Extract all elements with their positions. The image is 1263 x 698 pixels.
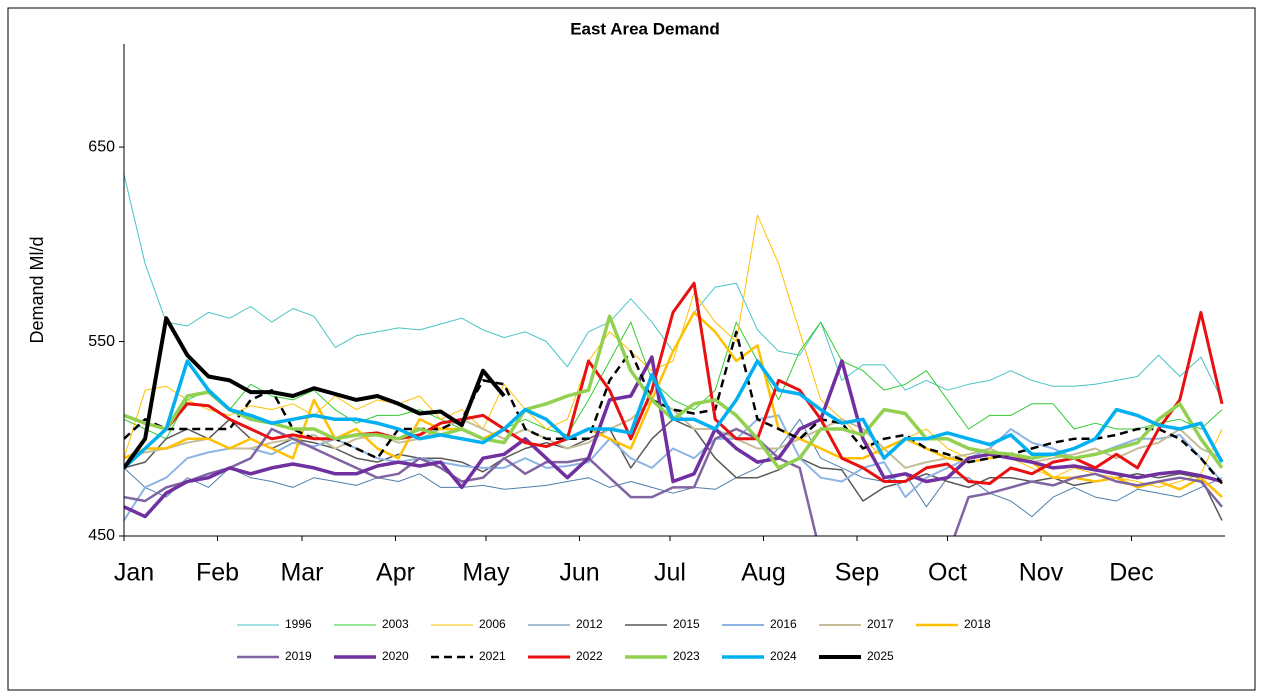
legend-label: 2003 [382,617,409,631]
legend-label: 2025 [867,649,894,663]
series-line [124,355,1223,519]
series-line [124,316,506,470]
legend-label: 2020 [382,649,409,663]
legend-label: 2019 [285,649,312,663]
x-tick-label: Jun [559,559,599,587]
series-line [124,311,1223,499]
series-line [124,418,1223,518]
plot-lines [124,174,1224,536]
legend-label: 2018 [964,617,991,631]
series-line [124,281,1224,485]
y-axis-label: Demand Ml/d [27,236,47,343]
x-tick-label: Oct [928,559,967,587]
series-line [124,330,1223,485]
x-tick-label: Nov [1019,559,1064,587]
chart-border [7,7,1256,691]
legend-label: 2017 [867,617,894,631]
x-tick-label: Feb [196,559,239,587]
legend-label: 2015 [673,617,700,631]
series-line [124,359,1224,470]
series-line [124,321,1223,440]
legend-label: 1996 [285,617,312,631]
x-tick-label: Jul [654,559,686,587]
legend-label: 2021 [479,649,506,663]
legend-label: 2012 [576,617,603,631]
legend-label: 2006 [479,617,506,631]
legend-label: 2023 [673,649,700,663]
x-tick-label: Apr [376,559,415,587]
legend-label: 2024 [770,649,797,663]
x-tick-label: Aug [741,559,785,587]
series-line [124,427,1223,536]
y-tick-label: 650 [88,138,115,155]
chart-title: East Area Demand [570,19,720,38]
y-tick-label: 550 [88,333,115,350]
y-tick-label: 450 [88,527,115,544]
legend-label: 2022 [576,649,603,663]
legend-label: 2016 [770,617,797,631]
x-tick-label: Mar [280,559,323,587]
x-tick-label: Sep [835,559,879,587]
x-tick-label: Dec [1109,559,1153,587]
x-tick-label: Jan [114,559,154,587]
x-tick-label: May [462,559,510,587]
